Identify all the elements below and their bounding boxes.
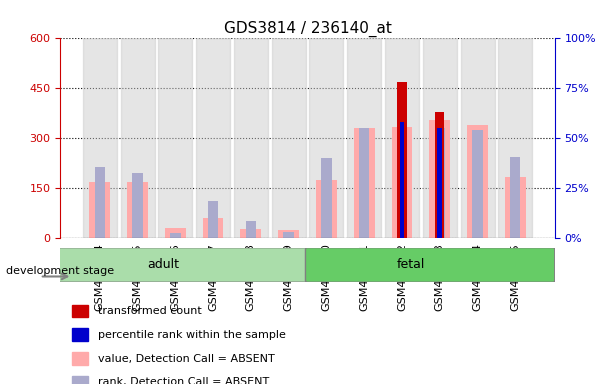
Text: transformed count: transformed count <box>98 306 202 316</box>
Text: percentile rank within the sample: percentile rank within the sample <box>98 330 286 340</box>
Bar <box>165 228 186 238</box>
Bar <box>89 182 110 238</box>
Bar <box>95 167 105 238</box>
Bar <box>472 130 483 238</box>
Bar <box>354 128 374 238</box>
Bar <box>245 222 256 238</box>
Title: GDS3814 / 236140_at: GDS3814 / 236140_at <box>224 21 391 37</box>
Bar <box>72 376 88 384</box>
Bar <box>505 177 526 238</box>
Bar <box>309 38 344 238</box>
Text: value, Detection Call = ABSENT: value, Detection Call = ABSENT <box>98 354 275 364</box>
FancyBboxPatch shape <box>58 248 308 282</box>
Bar <box>283 232 294 238</box>
Bar <box>498 38 532 238</box>
Bar <box>461 38 494 238</box>
Bar <box>423 38 456 238</box>
Bar <box>72 328 88 341</box>
Bar <box>127 182 148 238</box>
Text: fetal: fetal <box>396 258 425 271</box>
Bar <box>72 352 88 364</box>
Bar <box>437 128 442 238</box>
Bar <box>159 38 192 238</box>
Bar <box>316 180 337 238</box>
Text: development stage: development stage <box>6 266 114 276</box>
Bar <box>385 38 419 238</box>
Bar <box>429 120 450 238</box>
Bar <box>397 122 407 238</box>
Bar <box>241 229 261 238</box>
Bar <box>121 38 154 238</box>
Bar <box>72 305 88 317</box>
Bar <box>132 173 143 238</box>
Bar <box>170 233 180 238</box>
Bar <box>347 38 381 238</box>
Bar <box>196 38 230 238</box>
Bar <box>397 82 406 238</box>
Bar <box>208 202 218 238</box>
Bar <box>435 112 444 238</box>
Bar <box>435 128 445 238</box>
Bar <box>271 38 306 238</box>
Bar <box>234 38 268 238</box>
Text: adult: adult <box>147 258 179 271</box>
Bar <box>510 157 520 238</box>
Bar <box>83 38 117 238</box>
FancyBboxPatch shape <box>306 248 555 282</box>
Bar <box>321 158 332 238</box>
Bar <box>400 122 405 238</box>
Text: rank, Detection Call = ABSENT: rank, Detection Call = ABSENT <box>98 377 269 384</box>
Bar <box>391 127 412 238</box>
Bar <box>203 218 224 238</box>
Bar <box>467 125 488 238</box>
Bar <box>278 230 299 238</box>
Bar <box>359 128 370 238</box>
